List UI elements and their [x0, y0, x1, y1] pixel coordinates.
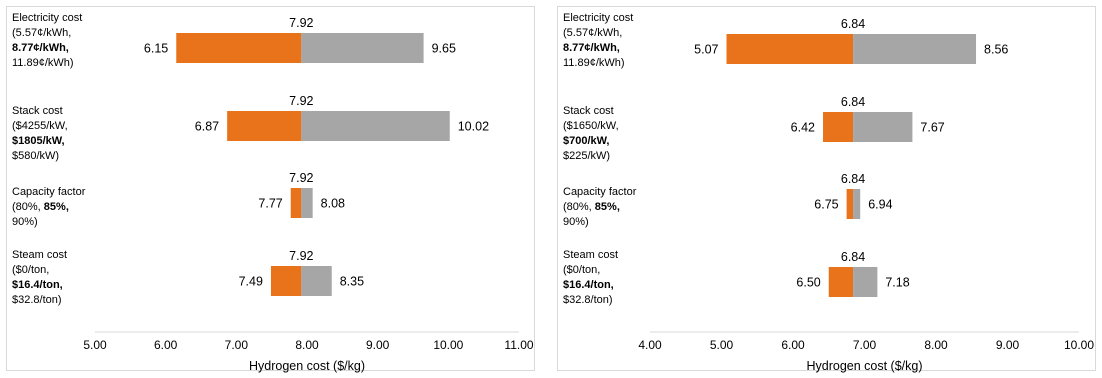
category-label-line: 11.89¢/kWh)	[12, 57, 74, 69]
high-bar	[853, 189, 861, 219]
x-tick-label: 9.00	[366, 338, 390, 352]
x-tick-label: 10.00	[1064, 338, 1094, 352]
category-label-line: ($1650/kW,	[563, 120, 619, 132]
low-value-label: 6.42	[791, 121, 815, 135]
high-value-label: 7.67	[920, 121, 944, 135]
category-label-line: (80%, 85%,	[12, 201, 69, 213]
high-value-label: 8.56	[984, 43, 1008, 57]
low-bar	[270, 266, 302, 296]
x-axis-title: Hydrogen cost ($/kg)	[806, 359, 922, 373]
baseline-value-label: 6.84	[841, 95, 865, 109]
chart-left: 5.00 6.00 7.00 8.00 9.00 10.00 11.00 Hydrogen c…	[12, 12, 534, 373]
baseline-value-label: 7.92	[289, 171, 313, 185]
low-bar	[176, 33, 302, 63]
baseline-value-label: 7.92	[289, 94, 313, 108]
category-label-line: Electricity cost	[12, 12, 82, 24]
category-label-line: $16.4/ton,	[563, 279, 614, 291]
category-label-line: ($4255/kW,	[12, 120, 68, 132]
category-label-line: $16.4/ton,	[12, 279, 63, 291]
category-label-line: $700/kW,	[563, 135, 609, 147]
category-label-line: (5.57¢/kWh,	[563, 27, 622, 39]
high-bar	[301, 111, 450, 141]
x-tick-label: 7.00	[225, 338, 249, 352]
x-tick-label: 11.00	[504, 338, 533, 352]
x-axis-title: Hydrogen cost ($/kg)	[249, 359, 365, 373]
x-tick-label: 5.00	[83, 338, 107, 352]
category-label-line: 8.77¢/kWh,	[12, 42, 69, 54]
category-label-line: $580/kW)	[12, 150, 59, 162]
category-label-line: $32.8/ton)	[12, 294, 62, 306]
low-value-label: 6.75	[814, 198, 838, 212]
x-tick-label: 8.00	[924, 338, 948, 352]
low-value-label: 7.49	[239, 275, 263, 289]
high-value-label: 8.35	[340, 275, 364, 289]
chart-border-right	[557, 6, 1096, 371]
category-label-line: ($0/ton,	[12, 264, 49, 276]
low-bar	[726, 34, 854, 64]
chart-right: 4.00 5.00 6.00 7.00 8.00 9.00 10.00 Hydrogen co…	[563, 12, 1094, 373]
category-label-line: 90%)	[563, 216, 589, 228]
baseline-value-label: 7.92	[289, 16, 313, 30]
high-bar	[853, 267, 878, 297]
low-value-label: 6.50	[796, 276, 820, 290]
low-bar	[290, 188, 302, 218]
high-bar	[853, 34, 977, 64]
category-label-line: Steam cost	[12, 249, 67, 261]
low-bar	[846, 189, 854, 219]
x-tick-label: 6.00	[781, 338, 805, 352]
category-label-line: (5.57¢/kWh,	[12, 27, 71, 39]
high-value-label: 10.02	[458, 120, 489, 134]
high-bar	[301, 188, 313, 218]
category-label-line: 90%)	[12, 216, 38, 228]
low-value-label: 7.77	[258, 197, 282, 211]
category-label-line: Electricity cost	[563, 12, 633, 24]
category-label-line: Stack cost	[12, 105, 63, 117]
low-bar	[823, 112, 854, 142]
category-label-line: ($0/ton,	[563, 264, 600, 276]
high-value-label: 6.94	[868, 198, 892, 212]
x-tick-label: 5.00	[710, 338, 734, 352]
x-tick-label: 4.00	[638, 338, 662, 352]
category-label-line: $32.8/ton)	[563, 294, 613, 306]
category-label-line: $225/kW)	[563, 150, 610, 162]
x-tick-label: 7.00	[853, 338, 877, 352]
category-label-line: (80%, 85%,	[563, 201, 620, 213]
baseline-value-label: 6.84	[841, 172, 865, 186]
category-label-line: Capacity factor	[563, 186, 637, 198]
baseline-value-label: 6.84	[841, 17, 865, 31]
category-label-line: Stack cost	[563, 105, 614, 117]
high-value-label: 9.65	[432, 42, 456, 56]
low-bar	[227, 111, 302, 141]
low-value-label: 6.87	[195, 120, 219, 134]
baseline-value-label: 7.92	[289, 249, 313, 263]
low-value-label: 6.15	[144, 42, 168, 56]
low-bar	[828, 267, 854, 297]
x-tick-label: 10.00	[433, 338, 463, 352]
high-bar	[301, 266, 332, 296]
high-value-label: 7.18	[885, 276, 909, 290]
high-bar	[301, 33, 424, 63]
x-tick-label: 6.00	[154, 338, 178, 352]
low-value-label: 5.07	[694, 43, 718, 57]
high-bar	[853, 112, 913, 142]
x-tick-label: 8.00	[295, 338, 319, 352]
category-label-line: 8.77¢/kWh,	[563, 42, 620, 54]
x-tick-label: 9.00	[996, 338, 1020, 352]
category-label-line: Steam cost	[563, 249, 618, 261]
category-label-line: $1805/kW,	[12, 135, 65, 147]
high-value-label: 8.08	[321, 197, 345, 211]
category-label-line: 11.89¢/kWh)	[563, 57, 625, 69]
chart-border-left	[6, 6, 535, 371]
baseline-value-label: 6.84	[841, 250, 865, 264]
category-label-line: Capacity factor	[12, 186, 86, 198]
